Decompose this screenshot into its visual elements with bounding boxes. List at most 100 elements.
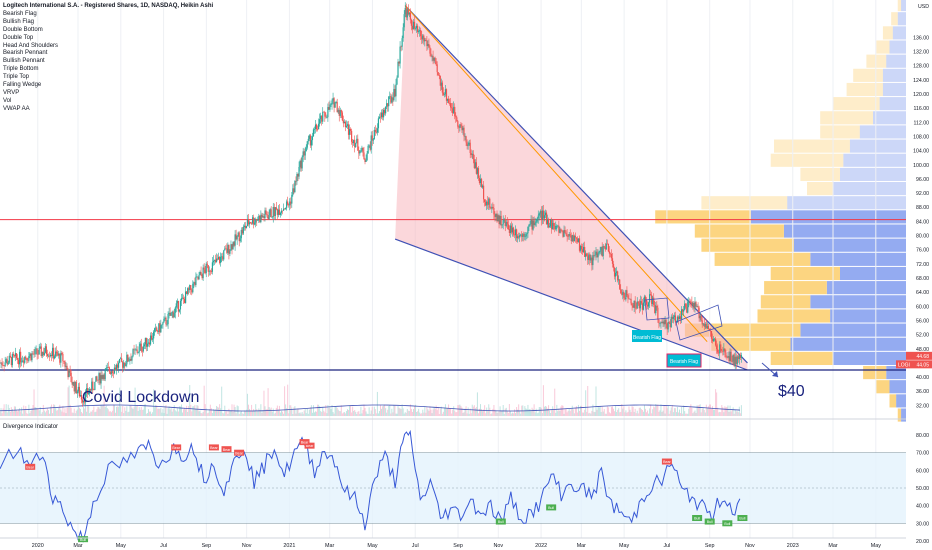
indicator-item[interactable]: Triple Top — [3, 74, 30, 81]
candle-body — [202, 267, 204, 279]
volume-bar — [565, 408, 567, 416]
candle-body — [419, 30, 421, 32]
volume-bar — [560, 406, 562, 416]
candle-body — [551, 219, 553, 230]
candle-body — [359, 151, 361, 154]
candle-body — [302, 151, 304, 157]
volume-bar — [410, 408, 412, 416]
candle-body — [132, 349, 134, 357]
volume-bar — [363, 404, 365, 416]
candle-body — [235, 234, 237, 240]
candle-body — [573, 235, 575, 242]
volume-bar — [77, 406, 79, 416]
vp-bar-down — [889, 380, 906, 394]
candle-body — [557, 225, 559, 227]
volume-bar — [518, 404, 520, 416]
vp-bar-up — [820, 125, 860, 139]
volume-bar — [700, 412, 702, 416]
volume-bar — [634, 408, 636, 416]
candle-body — [223, 250, 225, 260]
volume-bar — [561, 405, 563, 416]
volume-bar — [98, 407, 100, 416]
indicator-item[interactable]: Double Top — [3, 34, 34, 41]
volume-bar — [41, 412, 43, 416]
indicator-item[interactable]: Triple Bottom — [3, 66, 39, 73]
candle-body — [397, 61, 399, 78]
volume-bar — [585, 390, 587, 416]
volume-bar — [737, 412, 739, 416]
candle-body — [9, 355, 11, 358]
volume-bar — [284, 386, 286, 416]
candle-body — [450, 103, 452, 108]
candle-body — [322, 111, 324, 122]
volume-bar — [343, 412, 345, 416]
volume-bar — [481, 409, 483, 416]
candle-body — [94, 381, 96, 391]
time-tick: Nov — [494, 543, 504, 549]
volume-bar — [704, 412, 706, 416]
indicator-item[interactable]: Double Bottom — [3, 26, 43, 33]
volume-bar — [389, 405, 391, 416]
candle-body — [683, 309, 685, 312]
volume-bar — [103, 385, 105, 416]
volume-bar — [108, 411, 110, 416]
osc-tick: 20.00 — [916, 539, 929, 545]
candle-body — [565, 232, 567, 235]
indicator-item[interactable]: Bullish Flag — [3, 18, 35, 25]
volume-bar — [498, 411, 500, 416]
volume-bar — [223, 413, 225, 416]
candle-body — [614, 272, 617, 277]
volume-bar — [469, 408, 471, 416]
candle-body — [468, 142, 470, 145]
candle-body — [222, 256, 224, 260]
candle-body — [373, 129, 375, 140]
candle-body — [299, 160, 301, 167]
indicator-item[interactable]: VRVP — [3, 89, 20, 96]
volume-bar — [714, 409, 716, 416]
candle-body — [190, 285, 192, 290]
candle-body — [591, 257, 593, 266]
indicator-item[interactable]: VWAP AA — [3, 105, 30, 112]
candle-body — [469, 142, 471, 154]
candle-body — [532, 220, 534, 230]
candle-body — [511, 227, 514, 233]
candle-body — [11, 354, 13, 366]
indicator-item[interactable]: Bearish Pennant — [3, 50, 48, 57]
candle-body — [421, 36, 423, 40]
indicator-item[interactable]: Bearish Flag — [3, 10, 37, 17]
volume-bar — [211, 412, 213, 416]
volume-bar — [537, 412, 539, 416]
volume-bar — [721, 405, 723, 416]
candle-body — [382, 109, 385, 118]
volume-bar — [277, 409, 279, 416]
volume-bar — [45, 410, 47, 416]
candle-body — [119, 358, 121, 363]
volume-bar — [250, 410, 252, 416]
candle-body — [17, 359, 20, 365]
candle-body — [323, 111, 325, 113]
indicator-item[interactable]: Head And Shoulders — [3, 42, 59, 49]
indicator-item[interactable]: Bullish Pennant — [3, 58, 45, 65]
candle-body — [139, 343, 141, 347]
candle-body — [537, 215, 539, 219]
volume-bar — [260, 404, 262, 416]
candle-body — [387, 103, 389, 107]
volume-bar — [572, 409, 574, 416]
volume-bar — [332, 412, 334, 416]
candle-body — [513, 234, 516, 236]
candle-body — [338, 109, 340, 116]
indicator-item[interactable]: Falling Wedge — [3, 82, 42, 89]
candle-body — [233, 242, 235, 246]
candle-body — [70, 372, 72, 382]
volume-bar — [174, 410, 176, 416]
volume-bar — [175, 411, 177, 416]
indicator-item[interactable]: Vol — [3, 97, 12, 104]
volume-bar — [454, 410, 456, 416]
volume-bar — [632, 406, 634, 416]
price-tick: 84.00 — [916, 219, 929, 225]
candle-body — [164, 317, 166, 319]
volume-bar — [515, 413, 517, 416]
volume-bar — [132, 408, 134, 416]
candle-body — [160, 325, 162, 333]
